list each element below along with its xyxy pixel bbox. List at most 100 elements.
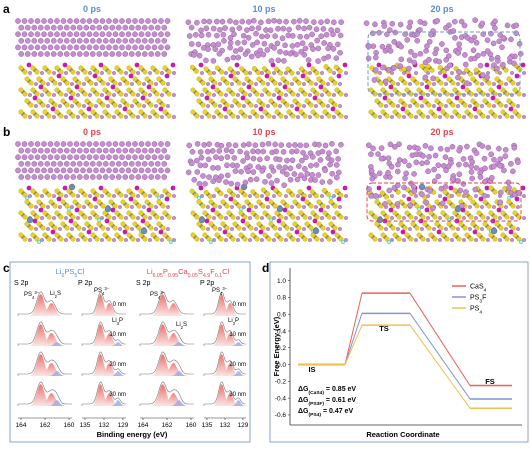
li-atom: [411, 188, 418, 195]
s-atom: [18, 210, 24, 216]
li-atom: [70, 82, 74, 86]
tick-label: 162: [162, 422, 173, 429]
s-atom: [292, 98, 298, 104]
li-atom: [218, 205, 222, 209]
li-atom: [100, 216, 104, 220]
s-atom: [194, 236, 200, 242]
li-atom: [234, 162, 240, 169]
li-atom: [522, 238, 526, 242]
s-atom: [314, 91, 320, 97]
envelope: [203, 381, 246, 406]
li-atom: [385, 169, 391, 176]
s-atom: [304, 199, 310, 205]
li-atom: [245, 34, 252, 41]
li-atom: [161, 51, 168, 57]
li-atom: [128, 174, 135, 180]
li-atom: [235, 54, 242, 61]
text-part: P: [119, 318, 123, 324]
li-atom: [402, 238, 406, 242]
s-atom: [310, 109, 316, 115]
li-atom: [112, 31, 119, 38]
s-atom: [160, 80, 166, 86]
s-atom: [404, 87, 410, 93]
li-atom: [304, 171, 311, 177]
s-atom: [272, 102, 278, 108]
s-atom: [22, 113, 28, 119]
s-atom: [154, 91, 160, 97]
s-atom: [82, 113, 88, 119]
s-atom: [200, 225, 206, 231]
s-atom: [160, 102, 166, 108]
li-atom: [93, 31, 99, 38]
li-atom: [259, 168, 266, 174]
s-atom: [392, 210, 398, 216]
minor-peak: [18, 342, 72, 346]
li-atom: [132, 167, 138, 174]
li-atom: [272, 93, 276, 97]
li-atom: [516, 104, 520, 108]
s-atom: [102, 65, 108, 71]
s-atom: [52, 102, 58, 108]
li-atom: [80, 154, 86, 160]
cl-atom: [406, 73, 412, 79]
s-atom: [516, 113, 522, 119]
s-atom: [488, 232, 494, 238]
li-atom: [148, 115, 152, 119]
li-atom: [422, 143, 429, 149]
li-atom: [70, 160, 77, 167]
li-atom: [60, 154, 67, 160]
li-atom: [197, 149, 204, 155]
li-atom: [436, 58, 442, 65]
s-atom: [108, 199, 114, 205]
s-atom: [30, 65, 36, 71]
li-atom: [488, 55, 495, 62]
s-atom: [18, 232, 24, 238]
s-atom: [323, 64, 329, 70]
li-atom: [472, 186, 479, 193]
li-atom: [40, 71, 44, 75]
li-atom: [24, 24, 31, 31]
s-atom: [280, 76, 286, 82]
li-atom: [275, 57, 282, 64]
li-atom: [224, 162, 230, 169]
cl-atom: [312, 218, 318, 224]
s-atom: [54, 65, 60, 71]
li-atom: [423, 199, 430, 206]
li-atom: [431, 166, 437, 173]
s-atom: [54, 109, 60, 115]
s-atom: [18, 109, 24, 115]
cl-atom: [448, 185, 454, 191]
s-atom: [470, 76, 476, 82]
s-atom: [108, 221, 114, 227]
li-atom: [63, 147, 70, 154]
li-atom: [218, 104, 222, 108]
li-atom: [164, 18, 171, 24]
li-atom: [115, 147, 122, 154]
s-atom: [464, 210, 470, 216]
s-atom: [28, 102, 34, 108]
envelope: [17, 351, 72, 376]
s-atom: [76, 80, 82, 86]
li-atom: [457, 187, 464, 194]
s-atom: [156, 199, 162, 205]
li-atom: [315, 45, 322, 52]
s-atom: [438, 80, 444, 86]
s-atom: [72, 76, 78, 82]
li-atom: [86, 154, 93, 160]
s-atom: [440, 87, 446, 93]
li-atom: [272, 141, 278, 148]
s-atom: [150, 210, 156, 216]
li-atom: [318, 33, 324, 40]
cl-atom: [496, 84, 502, 90]
li-atom: [112, 141, 119, 147]
li-atom: [57, 160, 64, 167]
text-part: PS: [470, 295, 480, 302]
li-atom: [379, 64, 386, 71]
s-atom: [150, 232, 156, 238]
li-atom: [489, 175, 495, 181]
li-atom: [492, 18, 498, 25]
s-atom: [284, 102, 290, 108]
li-atom: [212, 238, 216, 242]
li-atom: [228, 180, 234, 187]
cl-atom: [62, 185, 68, 191]
